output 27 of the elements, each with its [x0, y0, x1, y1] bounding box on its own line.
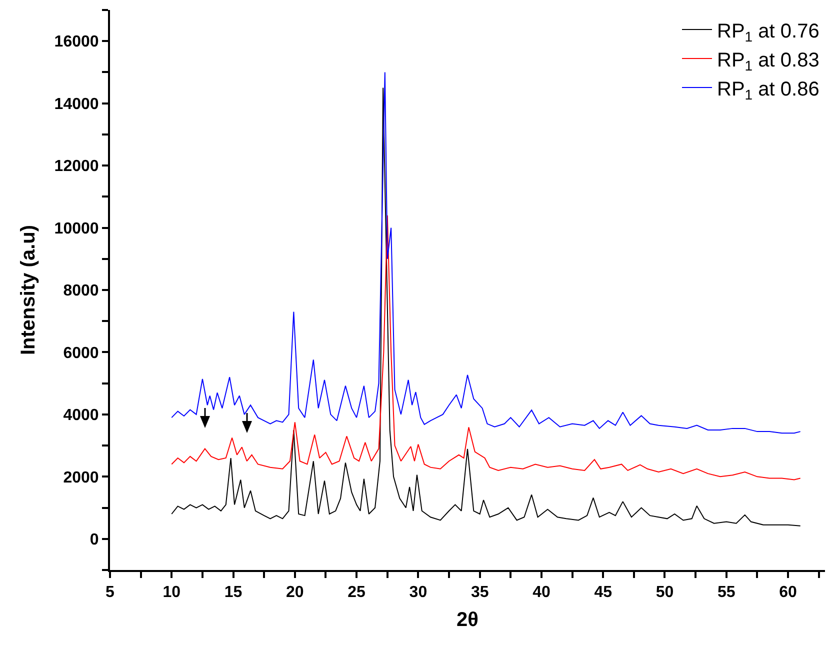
x-tick-label: 60	[779, 584, 798, 602]
legend-label: RP$_{1}$ at 0.86	[717, 78, 820, 102]
x-tick-label: 5	[106, 584, 115, 602]
x-tick-label: 10	[162, 584, 181, 602]
y-tick-label: 0	[90, 531, 99, 548]
y-tick-label: 4000	[63, 407, 99, 424]
x-tick-label: 35	[470, 584, 489, 602]
legend-label: RP$_{1}$ at 0.83	[717, 49, 820, 74]
y-tick-label: 14000	[54, 96, 99, 113]
y-tick-label: 12000	[54, 158, 99, 176]
line-series	[171, 214, 801, 480]
x-tick-label: 40	[532, 584, 550, 602]
x-tick-label: 55	[717, 584, 736, 602]
x-tick-label: 15	[224, 584, 242, 602]
x-tick-label: 50	[656, 584, 674, 602]
y-tick-label: 10000	[54, 220, 99, 238]
y-tick-label: 16000	[54, 34, 99, 51]
x-tick-label: 45	[594, 584, 612, 602]
legend-label: RP$_{1}$ at 0.76	[717, 20, 820, 44]
y-axis-title: Intensity (a.u)	[17, 224, 40, 356]
x-tick-label: 25	[348, 584, 366, 602]
y-tick-label: 6000	[63, 344, 99, 362]
y-tick-label: 8000	[63, 282, 99, 300]
x-axis-title: 2θ	[456, 609, 478, 632]
x-tick-label: 30	[409, 584, 428, 602]
y-tick-label: 2000	[63, 469, 99, 486]
x-tick-label: 20	[286, 584, 304, 602]
